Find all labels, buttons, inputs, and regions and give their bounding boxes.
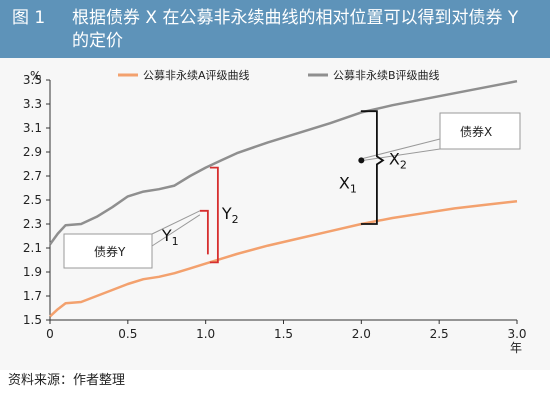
x1-label: X1 — [339, 173, 357, 195]
x-axis-ticks: 0 0.5 1.0 1.5 2.0 2.5 3.0 — [46, 320, 527, 341]
y-tick-label: 1.9 — [23, 265, 42, 279]
x-tick-label: 0 — [46, 327, 54, 341]
chart-panel: % 年 公募非永续A评级曲线 公募非永续B评级曲线 1.5 1.7 1.9 2.1 2.… — [0, 58, 550, 370]
bond-y-callout: 债券Y — [63, 210, 201, 269]
x-axis-unit-label: 年 — [510, 341, 522, 355]
y-axis-unit-label: % — [30, 69, 41, 83]
figure-header: 图 1 根据债券 X 在公募非永续曲线的相对位置可以得到对债券 Y 的定价 — [0, 0, 550, 58]
legend: 公募非永续A评级曲线 公募非永续B评级曲线 — [118, 68, 440, 82]
x2-label: X2 — [389, 149, 407, 171]
legend-label-a: 公募非永续A评级曲线 — [143, 68, 250, 82]
y-tick-label: 1.5 — [23, 313, 42, 327]
y-tick-label: 1.7 — [23, 289, 42, 303]
y-spread-bracket — [199, 166, 219, 264]
y-tick-label: 2.5 — [23, 193, 42, 207]
y1-label: Y1 — [161, 226, 179, 248]
y-tick-label: 2.3 — [23, 217, 42, 231]
bond-x-point — [358, 157, 365, 164]
source-note: 资料来源：作者整理 — [8, 373, 126, 388]
x-tick-label: 3.0 — [507, 327, 526, 341]
y-tick-label: 2.7 — [23, 169, 42, 183]
bond-x-box — [439, 112, 521, 150]
bond-x-leader-bottom — [363, 148, 441, 161]
bond-y-leader-bottom — [151, 214, 201, 247]
x-tick-label: 1.5 — [274, 327, 293, 341]
series-line-a — [49, 199, 518, 318]
x-tick-label: 0.5 — [118, 327, 137, 341]
x-tick-label: 1.0 — [196, 327, 215, 341]
y-axis-ticks: 1.5 1.7 1.9 2.1 2.3 2.5 2.7 2.9 3.1 3.3 3.5 — [23, 73, 50, 327]
y-tick-label: 3.1 — [23, 121, 42, 135]
y-tick-label: 3.5 — [23, 73, 42, 87]
series-layer — [48, 79, 518, 318]
series-line-b — [48, 79, 518, 246]
legend-label-b: 公募非永续B评级曲线 — [333, 68, 440, 82]
x-spread-bracket — [360, 110, 385, 225]
figure-title: 根据债券 X 在公募非永续曲线的相对位置可以得到对债券 Y 的定价 — [72, 8, 519, 51]
bond-x-callout: 债券X — [363, 112, 521, 161]
bond-y-leader-top — [151, 210, 201, 235]
line-chart: % 年 公募非永续A评级曲线 公募非永续B评级曲线 1.5 1.7 1.9 2.1 2.… — [23, 68, 527, 355]
y-tick-label: 3.3 — [23, 97, 42, 111]
bond-y-box — [63, 233, 153, 269]
y-tick-label: 2.9 — [23, 145, 42, 159]
x-tick-label: 2.5 — [430, 327, 449, 341]
y-tick-label: 2.1 — [23, 241, 42, 255]
y2-label: Y2 — [221, 204, 239, 226]
bond-x-leader-top — [363, 138, 441, 159]
bond-y-label: 债券Y — [94, 244, 126, 259]
figure-label: 图 1 — [12, 8, 46, 28]
x-tick-label: 2.0 — [352, 327, 371, 341]
bond-x-label: 债券X — [460, 124, 492, 139]
